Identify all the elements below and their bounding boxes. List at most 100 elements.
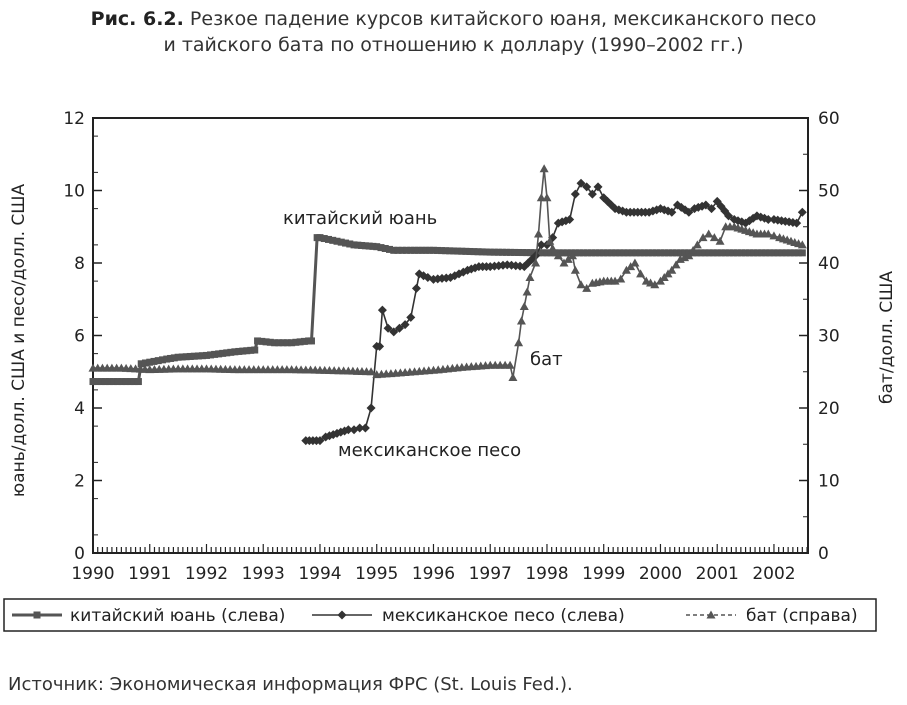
series-marker-yuan xyxy=(608,249,616,257)
series-marker-yuan xyxy=(750,249,758,257)
series-marker-yuan xyxy=(442,247,450,255)
series-marker-yuan xyxy=(709,249,717,257)
caption-line-2: и тайского бата по отношению к доллару (… xyxy=(163,34,744,56)
x-tick-label: 1994 xyxy=(298,564,341,584)
series-marker-yuan xyxy=(414,246,422,254)
series-marker-yuan xyxy=(422,246,430,254)
x-tick-label: 1995 xyxy=(355,564,398,584)
series-marker-yuan xyxy=(411,246,419,254)
series-marker-baht xyxy=(533,229,543,238)
series-marker-yuan xyxy=(258,337,266,345)
y-right-tick-label: 0 xyxy=(818,544,829,564)
series-marker-yuan xyxy=(403,246,411,254)
series-marker-baht xyxy=(610,276,620,285)
series-marker-baht xyxy=(616,274,626,283)
series-marker-baht xyxy=(366,367,376,376)
series-marker-yuan xyxy=(385,245,393,253)
series-marker-yuan xyxy=(567,249,575,257)
x-tick-label: 2000 xyxy=(639,564,682,584)
series-marker-baht xyxy=(763,229,773,238)
series-marker-yuan xyxy=(644,249,652,257)
series-marker-yuan xyxy=(283,339,291,347)
peso-series-label: мексиканское песо xyxy=(338,440,521,461)
series-marker-yuan xyxy=(652,249,660,257)
series-marker-yuan xyxy=(110,378,118,386)
yuan-series-label: китайский юань xyxy=(283,208,437,229)
x-tick-label: 1998 xyxy=(525,564,568,584)
series-marker-baht xyxy=(545,236,555,245)
baht-series-label: бат xyxy=(530,349,563,370)
series-marker-peso xyxy=(406,312,416,322)
series-marker-peso xyxy=(394,323,404,333)
series-marker-yuan xyxy=(316,234,324,242)
legend-label-baht: бат (справа) xyxy=(746,606,858,626)
series-marker-yuan xyxy=(307,337,315,345)
series-marker-peso xyxy=(315,436,325,446)
series-marker-yuan xyxy=(681,249,689,257)
exchange-rate-chart: 1990 1991 1992 1993 1994 1995 1996 1997 1998 1999… xyxy=(3,109,897,632)
legend-marker-baht xyxy=(706,610,716,619)
series-marker-yuan xyxy=(527,249,535,257)
series-marker-yuan xyxy=(782,249,790,257)
series-marker-yuan xyxy=(159,356,167,364)
series-marker-baht xyxy=(519,302,529,310)
series-marker-yuan xyxy=(262,338,270,346)
legend: китайский юань (слева) мексиканское песо … xyxy=(3,598,877,632)
series-marker-yuan xyxy=(235,347,243,355)
series-marker-yuan xyxy=(247,346,255,354)
series-marker-yuan xyxy=(490,248,498,256)
series-marker-yuan xyxy=(137,360,145,368)
series-marker-yuan xyxy=(677,249,685,257)
series-marker-yuan xyxy=(648,249,656,257)
series-marker-yuan xyxy=(178,353,186,361)
x-tick-label: 2002 xyxy=(752,564,795,584)
series-marker-yuan xyxy=(762,249,770,257)
series-marker-yuan xyxy=(559,249,567,257)
series-marker-yuan xyxy=(584,249,592,257)
series-marker-yuan xyxy=(219,349,227,357)
series-marker-yuan xyxy=(118,378,126,386)
y-right-axis-title: бат/долл. США xyxy=(877,271,897,404)
series-marker-yuan xyxy=(798,249,806,257)
series-marker-yuan xyxy=(333,237,341,245)
series-marker-peso xyxy=(570,189,580,199)
series-marker-baht xyxy=(715,236,725,245)
series-marker-yuan xyxy=(300,337,308,345)
series-marker-yuan xyxy=(563,249,571,257)
series-marker-baht xyxy=(636,269,646,278)
series-marker-yuan xyxy=(502,248,510,256)
series-marker-baht xyxy=(542,193,552,202)
series-marker-yuan xyxy=(758,249,766,257)
series-marker-yuan xyxy=(361,242,369,250)
series-marker-yuan xyxy=(616,249,624,257)
y-right-tick-label: 40 xyxy=(818,254,840,274)
legend-frame xyxy=(3,598,877,632)
series-marker-baht xyxy=(667,265,677,274)
series-marker-yuan xyxy=(154,357,162,365)
series-marker-peso xyxy=(684,207,694,217)
series-marker-peso xyxy=(411,283,421,293)
series-marker-yuan xyxy=(466,247,474,255)
series-marker-baht xyxy=(688,245,698,254)
series-marker-yuan xyxy=(365,242,373,250)
series-marker-peso xyxy=(576,178,586,188)
series-marker-yuan xyxy=(547,249,555,257)
series-marker-yuan xyxy=(640,249,648,257)
series-marker-yuan xyxy=(506,248,514,256)
series-marker-yuan xyxy=(519,249,527,257)
y-right-tick-label: 20 xyxy=(818,399,840,419)
series-marker-yuan xyxy=(390,246,398,254)
series-marker-yuan xyxy=(89,378,97,386)
series-marker-yuan xyxy=(579,249,587,257)
legend-marker-yuan xyxy=(33,611,41,619)
series-marker-yuan xyxy=(211,350,219,358)
series-marker-baht xyxy=(576,280,586,289)
legend-label-yuan: китайский юань (слева) xyxy=(70,606,285,626)
series-marker-baht xyxy=(671,260,681,269)
series-marker-yuan xyxy=(478,248,486,256)
series-labels: китайский юань мексиканское песо бат xyxy=(283,208,563,461)
series-marker-yuan xyxy=(486,248,494,256)
series-marker-yuan xyxy=(446,247,454,255)
x-tick-label: 1993 xyxy=(242,564,285,584)
series-marker-peso xyxy=(377,305,387,315)
